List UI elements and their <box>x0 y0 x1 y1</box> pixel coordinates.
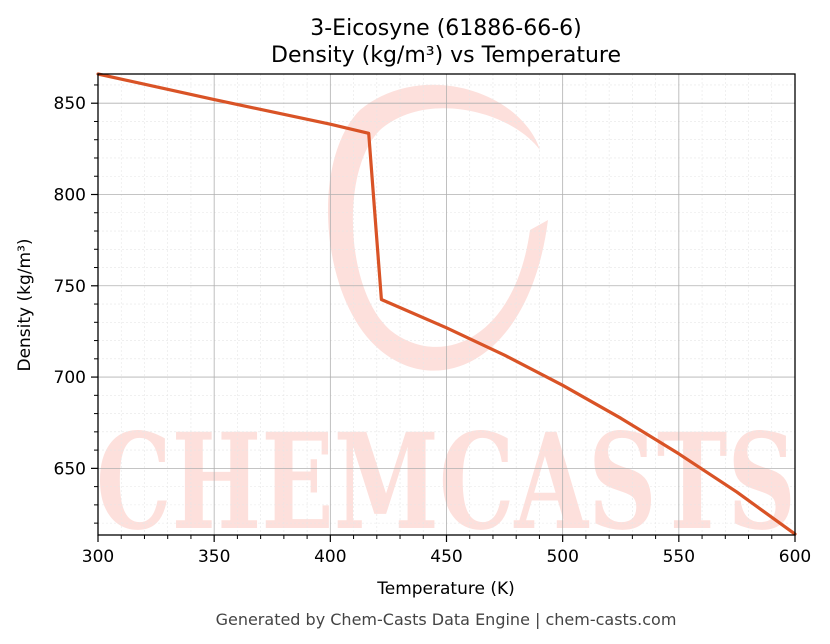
chart-title: 3-Eicosyne (61886-66-6) <box>310 16 581 41</box>
y-axis-ticks: 650 700 750 800 850 <box>54 84 98 524</box>
watermark-text: CHEMCASTS <box>96 405 796 560</box>
watermark: CHEMCASTS <box>96 84 796 560</box>
x-tick-label: 400 <box>314 547 346 567</box>
y-tick-label: 700 <box>54 368 86 388</box>
chart-subtitle: Density (kg/m³) vs Temperature <box>271 43 621 68</box>
y-tick-label: 800 <box>54 185 86 205</box>
x-tick-label: 300 <box>82 547 114 567</box>
x-axis-label: Temperature (K) <box>376 579 515 599</box>
x-tick-label: 350 <box>198 547 230 567</box>
x-tick-label: 500 <box>546 547 578 567</box>
footer-credit: Generated by Chem-Casts Data Engine | ch… <box>216 610 677 629</box>
x-tick-label: 450 <box>430 547 462 567</box>
y-tick-label: 650 <box>54 459 86 479</box>
y-tick-label: 750 <box>54 277 86 297</box>
y-tick-label: 850 <box>54 94 86 114</box>
y-axis-label: Density (kg/m³) <box>15 238 35 371</box>
density-series-line <box>96 72 797 536</box>
x-tick-label: 550 <box>663 547 695 567</box>
x-tick-label: 600 <box>779 547 811 567</box>
x-axis-ticks: 300 350 400 450 500 550 600 <box>82 535 811 567</box>
major-grid <box>97 74 796 535</box>
